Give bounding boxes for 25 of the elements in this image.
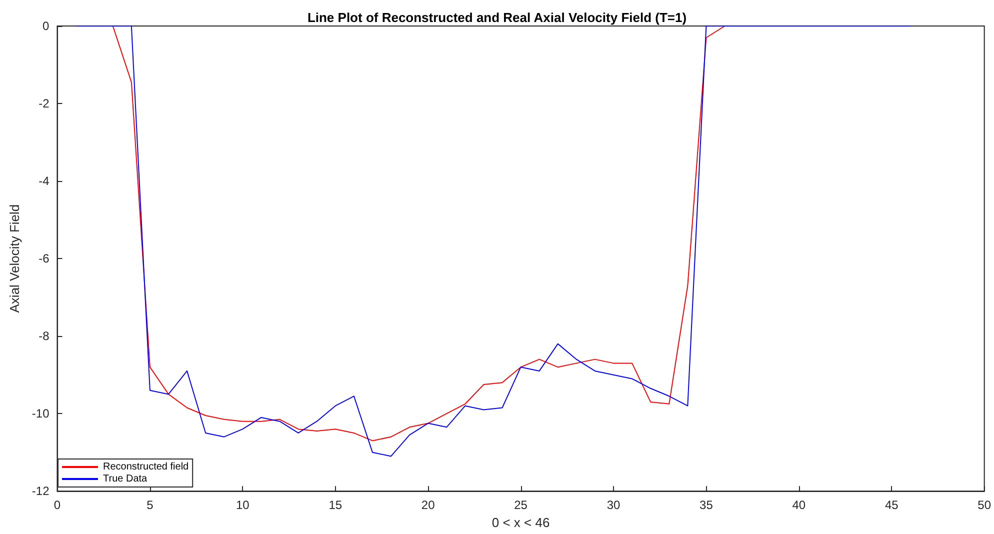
x-tick-label: 30: [606, 498, 620, 512]
line-series: [75, 26, 911, 457]
x-tick-label: 0: [54, 498, 61, 512]
y-tick-label: 0: [42, 19, 50, 33]
y-tick-label: -2: [38, 96, 50, 111]
x-tick-label: 50: [978, 498, 992, 512]
x-tick-label: 10: [236, 498, 250, 512]
x-tick-label: 35: [700, 498, 714, 512]
x-tick-label: 25: [514, 498, 528, 512]
y-tick-label: -6: [38, 252, 50, 266]
y-tick-label: -8: [38, 329, 50, 344]
legend-label: Reconstructed field: [103, 462, 189, 472]
legend-label: True Data: [103, 474, 148, 484]
chart-title: Line Plot of Reconstructed and Real Axial Velocity Field (T=1): [307, 10, 687, 25]
x-tick-label: 20: [421, 498, 436, 512]
y-tick-label: -4: [38, 174, 50, 188]
y-tick-label: -10: [32, 406, 50, 421]
line-series: [112, 26, 726, 442]
y-axis-title: Axial Velocity Field: [7, 204, 22, 313]
x-axis-title: 0 < x < 46: [492, 515, 550, 530]
y-tick-label: -12: [32, 484, 50, 498]
x-tick-label: 45: [884, 498, 899, 512]
x-tick-label: 5: [146, 498, 154, 512]
x-tick-label: 15: [328, 498, 342, 512]
x-tick-label: 40: [792, 498, 806, 512]
